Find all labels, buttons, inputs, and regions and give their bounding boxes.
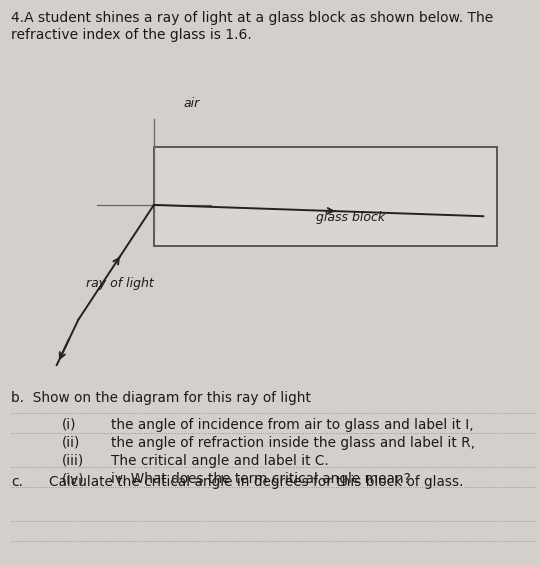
Text: Calculate the critical angle in degrees for this block of glass.: Calculate the critical angle in degrees … bbox=[49, 475, 463, 490]
Text: c.: c. bbox=[11, 475, 23, 490]
Text: the angle of refraction inside the glass and label it R,: the angle of refraction inside the glass… bbox=[111, 436, 475, 450]
Text: the angle of incidence from air to glass and label it I,: the angle of incidence from air to glass… bbox=[111, 418, 474, 432]
Text: glass block: glass block bbox=[316, 212, 386, 224]
Text: The critical angle and label it C.: The critical angle and label it C. bbox=[111, 454, 328, 468]
Text: (ii): (ii) bbox=[62, 436, 80, 450]
Text: (i): (i) bbox=[62, 418, 77, 432]
Text: air: air bbox=[184, 97, 200, 110]
Text: ray of light: ray of light bbox=[86, 277, 154, 290]
Text: 4.A student shines a ray of light at a glass block as shown below. The: 4.A student shines a ray of light at a g… bbox=[11, 11, 493, 25]
Text: (iv): (iv) bbox=[62, 472, 85, 486]
Bar bbox=[154, 147, 497, 246]
Text: (iii): (iii) bbox=[62, 454, 84, 468]
Text: iv. What does the term critical angle mean?: iv. What does the term critical angle me… bbox=[111, 472, 410, 486]
Text: refractive index of the glass is 1.6.: refractive index of the glass is 1.6. bbox=[11, 28, 252, 42]
Text: b.  Show on the diagram for this ray of light: b. Show on the diagram for this ray of l… bbox=[11, 391, 310, 405]
